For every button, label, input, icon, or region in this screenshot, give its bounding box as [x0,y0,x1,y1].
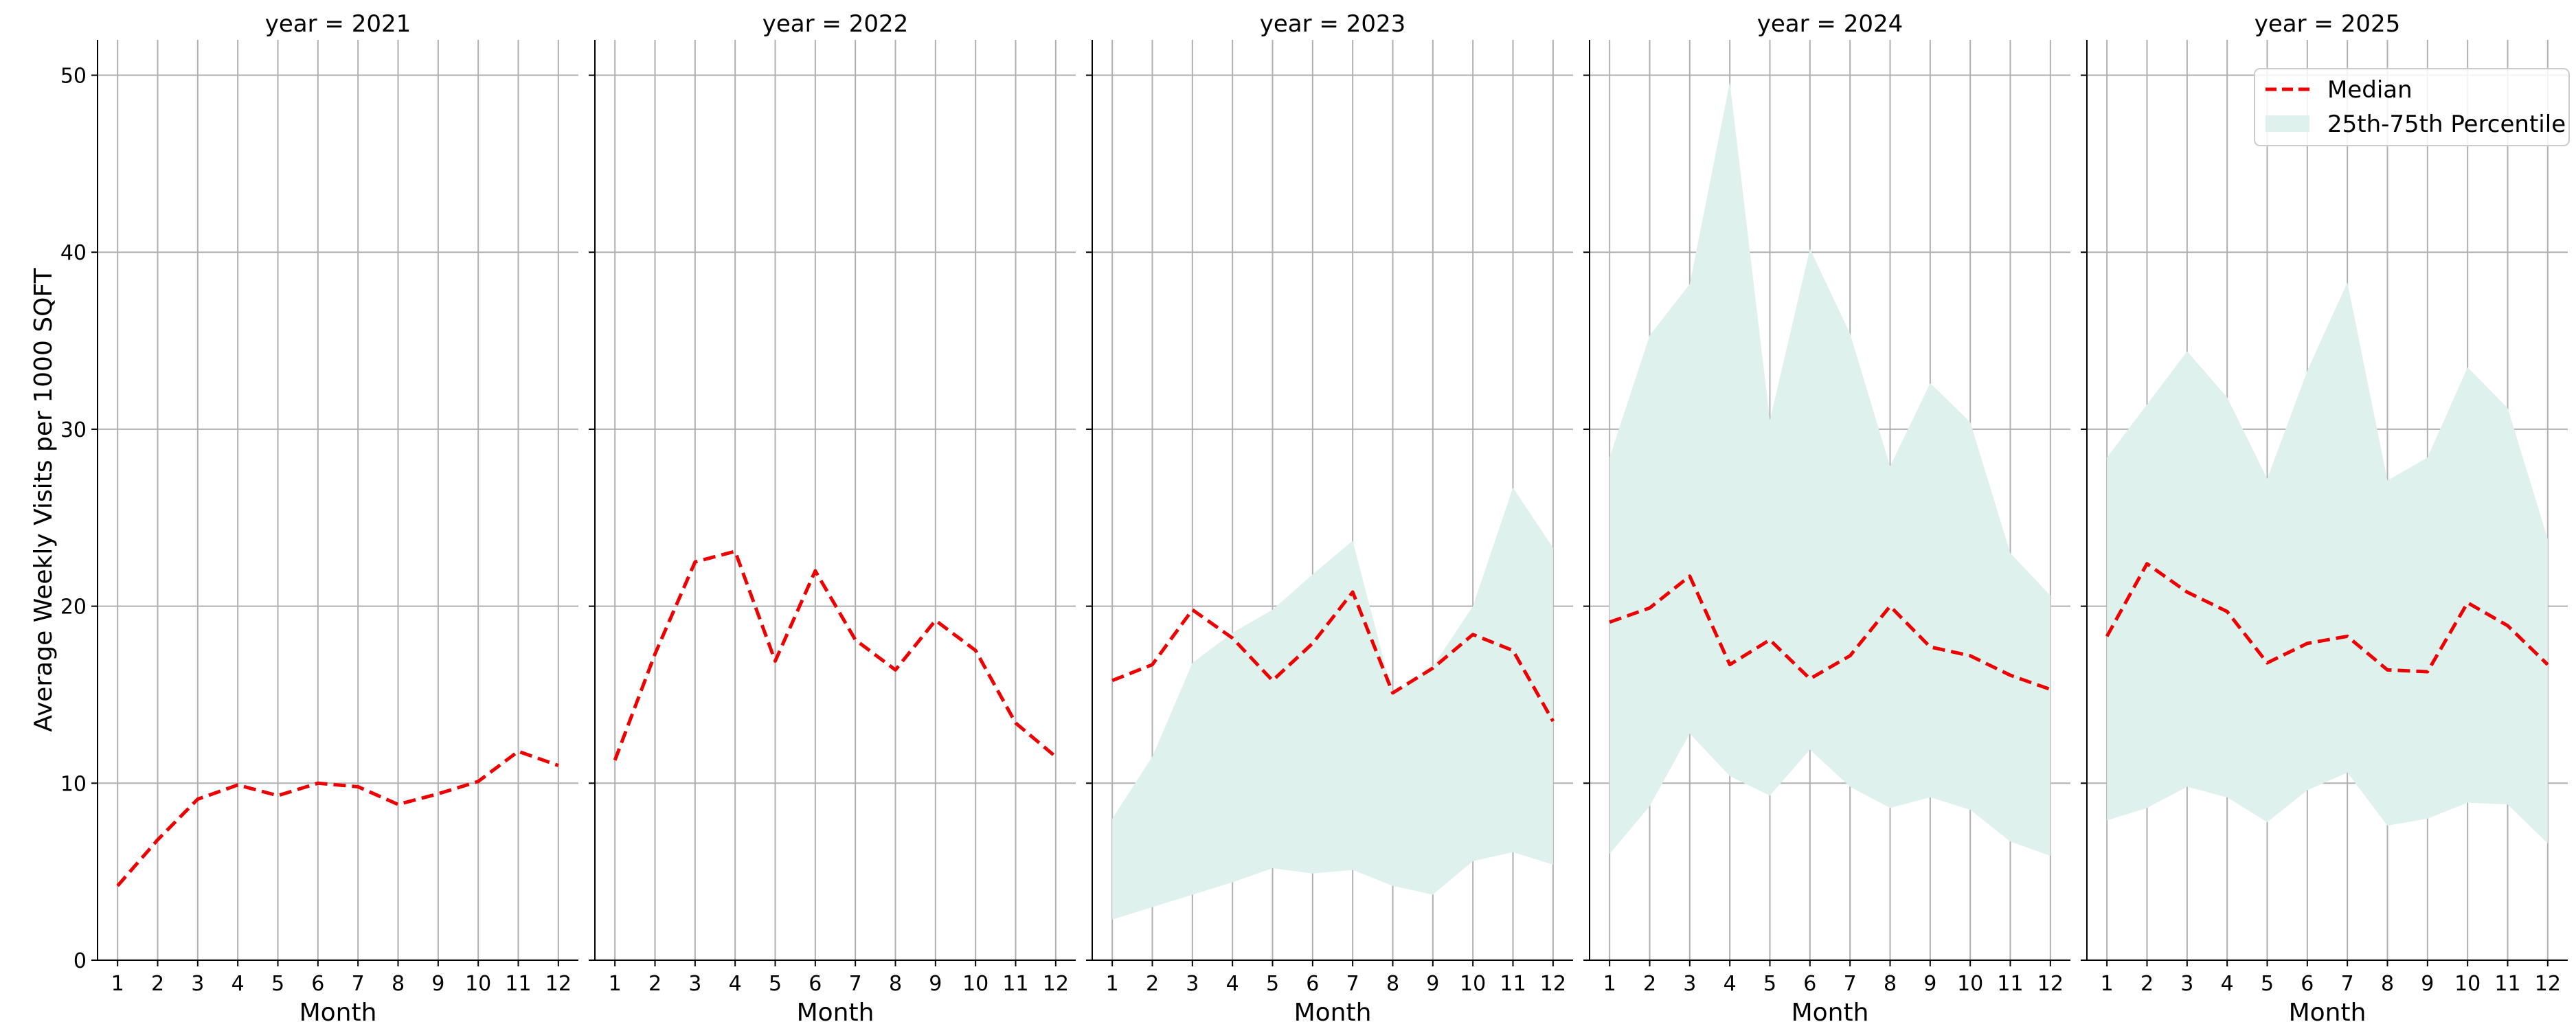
y-tick-label: 30 [60,418,87,442]
x-tick-label: 1 [609,972,622,996]
x-tick-label: 8 [1884,972,1897,996]
x-tick-label: 9 [1426,972,1439,996]
median-line [1111,590,1555,723]
x-tick-label: 9 [1923,972,1936,996]
y-tick-label: 50 [60,65,87,89]
x-axis-label: Month [797,999,874,1027]
x-tick-label: 11 [505,972,531,996]
x-tick-label: 6 [1306,972,1319,996]
x-tick-label: 5 [1763,972,1776,996]
facet-title: year = 2024 [1757,10,1903,38]
x-tick-label: 5 [769,972,782,996]
x-tick-label: 6 [2301,972,2314,996]
x-tick-label: 11 [1002,972,1028,996]
y-tick-label: 10 [60,772,87,796]
x-tick-label: 3 [191,972,204,996]
x-tick-label: 8 [889,972,902,996]
x-tick-label: 5 [271,972,284,996]
x-tick-label: 9 [2421,972,2434,996]
percentile-band [2107,282,2548,843]
x-tick-label: 11 [2494,972,2520,996]
x-tick-label: 4 [1724,972,1737,996]
x-tick-label: 4 [231,972,245,996]
percentile-band [1112,487,1553,920]
x-tick-label: 3 [2180,972,2193,996]
x-axis-label: Month [1294,999,1372,1027]
facet-title: year = 2022 [762,10,908,38]
x-tick-label: 8 [2381,972,2394,996]
facet-title: year = 2023 [1260,10,1405,38]
x-tick-label: 3 [1186,972,1199,996]
x-tick-label: 7 [2341,972,2354,996]
x-axis-label: Month [300,999,377,1027]
facet-title: year = 2021 [265,10,411,38]
x-tick-label: 7 [849,972,862,996]
x-tick-label: 12 [2037,972,2064,996]
y-tick-label: 0 [74,949,87,973]
x-tick-label: 9 [929,972,942,996]
x-tick-label: 9 [431,972,444,996]
x-tick-label: 5 [1266,972,1279,996]
x-tick-label: 3 [1683,972,1696,996]
x-tick-label: 4 [2221,972,2234,996]
x-tick-label: 2 [2140,972,2154,996]
x-tick-label: 2 [151,972,164,996]
x-tick-label: 10 [1957,972,1983,996]
x-tick-label: 8 [392,972,405,996]
median-line [613,549,1057,761]
x-tick-label: 2 [1643,972,1656,996]
x-tick-label: 7 [1346,972,1359,996]
y-tick-label: 40 [60,241,87,265]
y-axis-label: Average Weekly Visits per 1000 SQFT [30,267,58,731]
x-tick-label: 3 [688,972,701,996]
median-line [1609,574,2051,692]
x-axis-label: Month [2289,999,2366,1027]
median-line [116,749,559,887]
x-axis-label: Month [1792,999,1869,1027]
x-tick-label: 1 [1603,972,1616,996]
percentile-band [1609,82,2050,856]
x-tick-label: 7 [1844,972,1857,996]
x-tick-label: 12 [1540,972,1566,996]
x-tick-label: 10 [1460,972,1486,996]
legend-band-label: 25th-75th Percentile [2327,111,2566,138]
x-tick-label: 2 [648,972,662,996]
x-tick-label: 6 [311,972,324,996]
x-tick-label: 1 [111,972,124,996]
legend-median-label: Median [2327,76,2413,104]
x-tick-label: 10 [2454,972,2481,996]
y-tick-label: 20 [60,595,87,620]
legend-band-swatch [2266,115,2309,132]
x-tick-label: 8 [1386,972,1399,996]
facet-title: year = 2025 [2255,10,2400,38]
x-tick-label: 1 [1106,972,1119,996]
x-tick-label: 2 [1146,972,1159,996]
x-tick-label: 11 [1500,972,1526,996]
x-tick-label: 10 [962,972,988,996]
x-tick-label: 10 [465,972,491,996]
x-tick-label: 12 [2535,972,2561,996]
x-tick-label: 4 [729,972,742,996]
median-line [2105,562,2549,674]
x-tick-label: 12 [1043,972,1069,996]
x-tick-label: 12 [545,972,572,996]
x-tick-label: 4 [1226,972,1239,996]
legend-box [2254,68,2570,146]
x-tick-label: 11 [1997,972,2023,996]
x-tick-label: 7 [352,972,365,996]
x-tick-label: 5 [2261,972,2274,996]
x-tick-label: 1 [2101,972,2114,996]
x-tick-label: 6 [809,972,822,996]
x-tick-label: 6 [1803,972,1816,996]
legend: Median 25th-75th Percentile [2254,68,2570,146]
